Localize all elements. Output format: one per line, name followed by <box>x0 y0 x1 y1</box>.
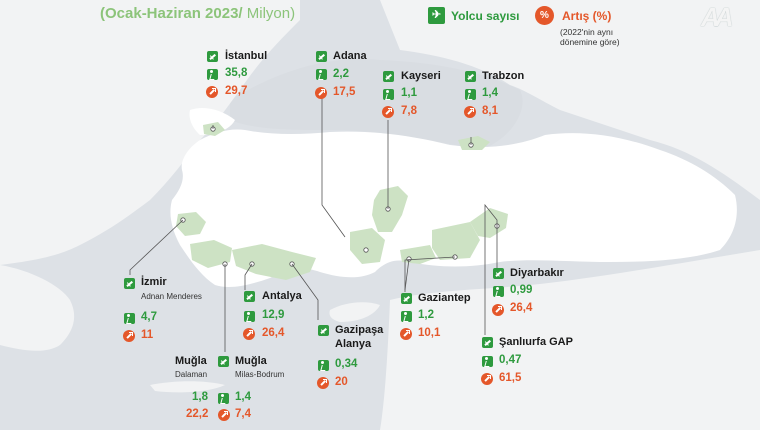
greece-land <box>0 265 75 351</box>
airport-name-mugla-dalaman: Muğla <box>175 355 207 367</box>
airport-icon <box>124 278 135 289</box>
passengers-gaziantep: 1,2 <box>418 309 434 321</box>
airport-name-gazipasa: Gazipaşa <box>335 324 384 336</box>
increase-icon <box>206 86 218 98</box>
turkey-land <box>170 129 737 288</box>
increase-icon <box>243 328 255 340</box>
increase-icon <box>481 373 493 385</box>
increase-legend-note-1: (2022'nin aynı <box>560 27 614 37</box>
airport-name-trabzon: Trabzon <box>482 70 525 82</box>
passenger-icon <box>318 360 329 371</box>
increase-icon <box>123 330 135 342</box>
region-adana <box>350 228 385 264</box>
airport-icon <box>244 291 255 302</box>
north-east-land <box>380 0 760 200</box>
airport-icon <box>465 71 476 82</box>
increase-mugla-bodrum: 7,4 <box>235 408 251 420</box>
airport-sub-mugla-bodrum: Milas-Bodrum <box>235 370 285 379</box>
airport-icon <box>316 51 327 62</box>
increase-legend-label: Artış (%) <box>562 9 612 23</box>
passenger-icon <box>218 393 229 404</box>
agency-logo: AA <box>701 2 733 32</box>
passengers-adana: 2,2 <box>333 68 349 80</box>
black-sea <box>230 59 523 150</box>
passenger-icon <box>482 356 493 367</box>
increase-icon <box>382 106 394 118</box>
increase-legend-note-2: dönemine göre) <box>560 37 620 47</box>
thrace-land <box>189 108 235 135</box>
region-diyarbakir <box>470 208 508 238</box>
passengers-antalya: 12,9 <box>262 309 285 321</box>
passengers-kayseri: 1,1 <box>401 87 417 99</box>
increase-gaziantep: 10,1 <box>418 327 441 339</box>
airport-name-alanya: Alanya <box>335 338 372 350</box>
passenger-icon <box>207 69 218 80</box>
airport-icon <box>318 325 329 336</box>
leader-lines <box>129 95 498 352</box>
passenger-legend-label: Yolcu sayısı <box>451 9 520 23</box>
passengers-mugla-bodrum: 1,4 <box>235 391 251 403</box>
increase-antalya: 26,4 <box>262 327 285 339</box>
increase-legend-icon: % <box>535 6 554 25</box>
crete <box>150 381 225 393</box>
increase-icon <box>400 328 412 340</box>
cyprus <box>329 302 380 322</box>
passenger-icon <box>493 286 504 297</box>
airport-icon <box>482 337 493 348</box>
airport-name-sanliurfa: Şanlıurfa GAP <box>499 336 573 348</box>
increase-icon <box>492 304 504 316</box>
passengers-istanbul: 35,8 <box>225 67 248 79</box>
airport-name-adana: Adana <box>333 50 367 62</box>
airport-name-kayseri: Kayseri <box>401 70 441 82</box>
airport-name-izmir: İzmir <box>141 276 167 288</box>
increase-diyarbakir: 26,4 <box>510 302 533 314</box>
passenger-icon <box>401 311 412 322</box>
passenger-icon <box>244 311 255 322</box>
airport-name-diyarbakir: Diyarbakır <box>510 267 564 279</box>
region-trabzon <box>458 136 490 150</box>
increase-icon <box>464 106 476 118</box>
increase-icon <box>218 409 230 421</box>
passenger-legend-icon: ✈ <box>428 7 445 24</box>
airport-name-gaziantep: Gaziantep <box>418 292 471 304</box>
increase-sanliurfa: 61,5 <box>499 372 522 384</box>
airport-icon <box>383 71 394 82</box>
passenger-icon <box>124 313 135 324</box>
airport-icon <box>401 293 412 304</box>
passengers-sanliurfa: 0,47 <box>499 354 522 366</box>
airport-icon <box>493 268 504 279</box>
increase-izmir: 11 <box>141 329 154 341</box>
region-mugla <box>190 240 232 268</box>
airport-name-istanbul: İstanbul <box>225 50 268 62</box>
passenger-icon <box>316 69 327 80</box>
airport-name-mugla-bodrum: Muğla <box>235 355 267 367</box>
airport-icon <box>218 356 229 367</box>
passenger-icon <box>383 89 394 100</box>
region-sanliurfa <box>432 222 480 260</box>
increase-kayseri: 7,8 <box>401 105 417 117</box>
passenger-icon <box>465 89 476 100</box>
airport-name-antalya: Antalya <box>262 290 302 302</box>
page-title: (Ocak-Haziran 2023/ Milyon) <box>100 5 296 22</box>
increase-icon <box>315 87 327 99</box>
increase-trabzon: 8,1 <box>482 105 498 117</box>
passengers-diyarbakir: 0,99 <box>510 284 533 296</box>
increase-istanbul: 29,7 <box>225 85 248 97</box>
region-antalya <box>232 244 316 280</box>
balkan-land <box>0 0 300 265</box>
increase-gazipasa: 20 <box>335 376 348 388</box>
airport-sub-mugla-dalaman: Dalaman <box>175 370 208 379</box>
increase-mugla-dalaman: 22,2 <box>186 408 209 420</box>
increase-adana: 17,5 <box>333 86 356 98</box>
south-east-land <box>380 250 760 430</box>
passengers-trabzon: 1,4 <box>482 87 498 99</box>
airport-icon <box>207 51 218 62</box>
passengers-izmir: 4,7 <box>141 311 157 323</box>
increase-icon <box>317 377 329 389</box>
passengers-gazipasa: 0,34 <box>335 358 358 370</box>
passengers-mugla-dalaman: 1,8 <box>192 391 208 403</box>
airport-sub-izmir: Adnan Menderes <box>141 292 202 301</box>
